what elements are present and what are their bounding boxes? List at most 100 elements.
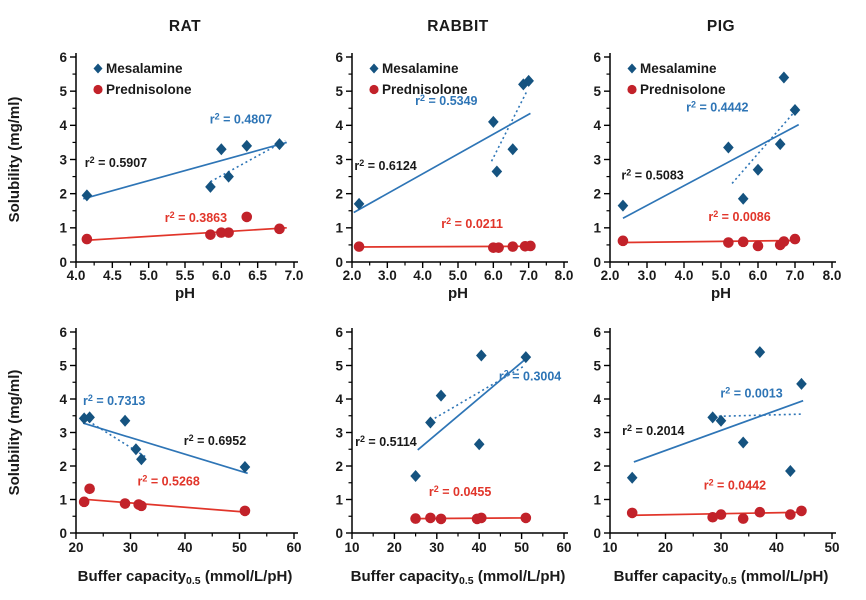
y-tick-label: 1: [335, 492, 343, 507]
data-point-circle: [626, 507, 638, 519]
data-point-circle: [707, 511, 718, 523]
x-tick-label: 10: [344, 540, 359, 555]
panel-rabbit-buffer: 0 1 2 3 4 5 6 10 20 30 40 50 60 Buffer capacity0.5 (m…: [306, 302, 578, 600]
rat-ph-chart: 0 1 2 3 4 5 6 4.0 4.5 5.0 5.5 6.0 6.5 7.0 RAT Solubilit…: [6, 18, 303, 302]
y-tick-label: 4: [59, 118, 67, 133]
data-point-diamond: [435, 389, 447, 402]
trend-line-mesalamine-solid: [417, 358, 527, 451]
points-prednisolone: [626, 505, 807, 524]
data-point-diamond: [626, 471, 638, 484]
x-tick-label: 2.0: [601, 268, 620, 283]
data-point-circle: [239, 505, 251, 517]
data-point-circle: [425, 512, 436, 524]
points-mesalamine: [353, 74, 534, 210]
y-tick-label: 3: [593, 425, 601, 440]
data-point-circle: [789, 233, 801, 245]
y-tick-label: 6: [593, 325, 601, 340]
data-point-circle: [223, 227, 234, 238]
data-point-circle: [435, 513, 447, 525]
y-tick-label: 3: [59, 425, 67, 440]
data-point-diamond: [507, 143, 519, 156]
data-point-circle: [353, 241, 365, 252]
data-point-diamond: [78, 412, 90, 425]
x-tick-label: 50: [232, 540, 247, 555]
legend-label: Mesalamine: [106, 61, 183, 76]
r2-label: r2 = 0.5268: [137, 473, 199, 488]
data-point-diamond: [410, 470, 421, 483]
y-tick-label: 1: [59, 492, 67, 507]
points-prednisolone: [78, 483, 251, 517]
points-mesalamine: [81, 138, 285, 202]
data-point-diamond: [778, 71, 790, 84]
data-point-diamond: [617, 199, 629, 212]
x-tick-label: 60: [556, 540, 571, 555]
x-axis-label: pH: [175, 285, 195, 302]
x-tick-label: 7.0: [519, 268, 538, 283]
legend-label: Prednisolone: [382, 82, 468, 97]
legend-label: Mesalamine: [382, 61, 459, 76]
trend-line-mesalamine-dotted: [430, 364, 526, 422]
data-point-circle: [752, 240, 764, 252]
data-point-diamond: [223, 170, 234, 183]
y-tick-label: 6: [59, 325, 67, 340]
x-tick-label: 50: [824, 540, 839, 555]
axes: 0 1 2 3 4 5 6 20 30 40 50 60: [59, 325, 301, 555]
data-point-diamond: [205, 180, 216, 193]
y-tick-label: 5: [59, 358, 67, 373]
y-tick-label: 3: [335, 152, 343, 167]
trend-line-prednisolone-solid: [83, 498, 248, 514]
y-tick-label: 4: [335, 392, 343, 407]
x-tick-label: 5.0: [712, 268, 731, 283]
data-point-circle: [520, 512, 532, 524]
r2-label: r2 = 0.4442: [686, 100, 748, 115]
data-point-diamond: [136, 453, 147, 466]
x-tick-label: 30: [429, 540, 444, 555]
y-tick-label: 6: [59, 50, 67, 65]
data-point-diamond: [754, 346, 766, 359]
r2-label: r2 = 0.5907: [85, 155, 147, 170]
data-point-circle: [617, 235, 629, 247]
trend-line-prednisolone-solid: [622, 239, 799, 244]
data-point-diamond: [796, 377, 807, 390]
r2-label: r2 = 0.0211: [441, 216, 503, 231]
y-tick-label: 5: [593, 84, 601, 99]
data-point-diamond: [216, 143, 227, 156]
data-point-diamond: [274, 138, 285, 151]
legend: Mesalamine Prednisolone: [93, 61, 192, 97]
trend-line-mesalamine-solid: [83, 141, 287, 200]
data-point-circle: [737, 236, 749, 248]
data-point-circle: [274, 223, 285, 235]
data-point-circle: [785, 509, 796, 520]
r2-label: r2 = 0.3004: [499, 369, 561, 384]
legend-diamond-icon: [93, 63, 103, 74]
data-point-circle: [205, 229, 216, 240]
data-point-diamond: [241, 139, 253, 152]
pig-ph-chart: 0 1 2 3 4 5 6 2.0 3.0 4.0 5.0 6.0 7.0 8.0 PIG pH r2 = 0.…: [593, 18, 841, 302]
y-tick-label: 5: [335, 358, 343, 373]
data-point-diamond: [476, 349, 487, 362]
data-point-circle: [723, 237, 734, 248]
x-axis-label: Buffer capacity0.5 (mmol/L/pH): [614, 568, 829, 587]
trend-line-mesalamine-solid: [622, 123, 800, 220]
y-tick-label: 3: [59, 152, 67, 167]
x-tick-label: 3.0: [378, 268, 397, 283]
points-prednisolone: [81, 211, 285, 245]
panel-rabbit-ph: 0 1 2 3 4 5 6 2.0 3.0 4.0 5.0 6.0 7.0 8.0 RABBIT pH r2 =…: [306, 0, 578, 302]
y-tick-label: 5: [335, 84, 343, 99]
x-tick-label: 8.0: [823, 268, 842, 283]
r2-label: r2 = 0.7313: [83, 393, 145, 408]
x-tick-label: 40: [769, 540, 784, 555]
panel-title: RAT: [169, 18, 201, 35]
data-point-circle: [84, 483, 95, 495]
data-point-diamond: [752, 163, 764, 176]
axes: 0 1 2 3 4 5 6 2.0 3.0 4.0 5.0 6.0 7.0 8.0: [593, 50, 841, 283]
panel-pig-ph: 0 1 2 3 4 5 6 2.0 3.0 4.0 5.0 6.0 7.0 8.0 PIG pH r2 = 0.…: [578, 0, 866, 302]
axes: 0 1 2 3 4 5 6 2.0 3.0 4.0 5.0 6.0 7.0 8.0: [335, 50, 573, 283]
trend-line-mesalamine-solid: [353, 112, 531, 214]
axes: 0 1 2 3 4 5 6 10 20 30 40 50 60: [335, 325, 571, 555]
data-point-diamond: [523, 74, 534, 87]
x-tick-label: 2.0: [343, 268, 362, 283]
r2-label: r2 = 0.5083: [621, 167, 683, 182]
x-tick-label: 4.0: [413, 268, 432, 283]
data-point-diamond: [723, 141, 734, 154]
